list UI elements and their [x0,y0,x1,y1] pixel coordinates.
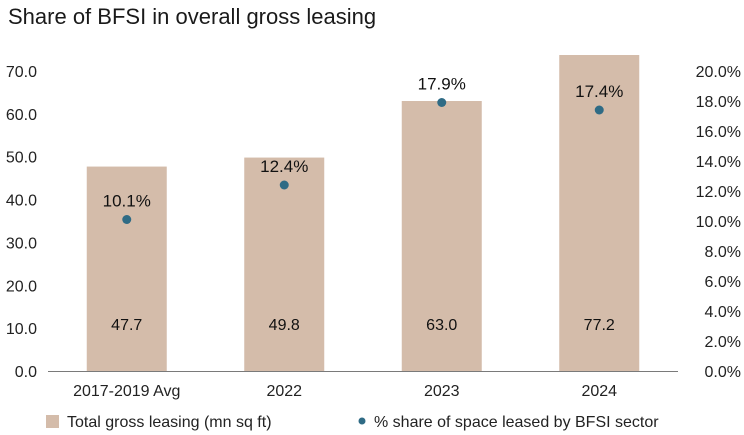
legend-marker-points [358,417,366,425]
y-right-tick-label: 20.0% [696,64,741,81]
legend-swatch-bars [46,415,59,428]
y-right-tick-label: 8.0% [705,244,741,261]
x-category-label: 2023 [424,383,460,400]
share-value-label: 17.9% [418,75,466,94]
bar-value-label: 63.0 [426,317,457,334]
share-value-label: 10.1% [103,192,151,211]
y-left-tick-label: 60.0 [6,107,37,124]
y-right-tick-label: 6.0% [705,274,741,291]
y-right-tick-label: 0.0% [705,364,741,381]
x-category-label: 2022 [266,383,302,400]
x-category-label: 2017-2019 Avg [73,383,180,400]
bar-value-label: 49.8 [269,317,300,334]
y-left-tick-label: 50.0 [6,150,37,167]
share-point-2 [279,180,289,190]
bar-value-label: 77.2 [584,317,615,334]
labels-layer: 47.7 49.8 63.0 77.2 10.1% 12.4% 17.9% 17.4% [103,75,624,335]
y-right-tick-label: 4.0% [705,304,741,321]
share-point-4 [594,105,604,115]
y-left-tick-label: 0.0 [15,364,37,381]
y-right-tick-label: 16.0% [696,124,741,141]
y-right-tick-label: 14.0% [696,154,741,171]
share-value-label: 12.4% [260,157,308,176]
y-left-tick-label: 30.0 [6,235,37,252]
y-right-tick-label: 12.0% [696,184,741,201]
legend-layer: Total gross leasing (mn sq ft) % share of… [46,414,659,431]
points-layer [122,98,604,224]
share-point-1 [122,215,132,224]
axes-layer: 0.0 10.0 20.0 30.0 40.0 50.0 60.0 70.0 0.0% 2.0% 4… [6,64,741,400]
bar-1 [86,166,167,371]
share-value-label: 17.4% [575,82,623,101]
legend-label-points: % share of space leased by BFSI sector [374,414,659,431]
bar-value-label: 47.7 [111,317,142,334]
y-left-tick-label: 10.0 [6,321,37,338]
bar-2 [244,157,325,371]
bars-layer [86,55,640,371]
bar-3 [401,101,482,371]
y-right-tick-label: 10.0% [696,214,741,231]
share-point-3 [437,98,447,107]
x-category-label: 2024 [581,383,617,400]
y-right-tick-label: 2.0% [705,334,741,351]
legend-label-bars: Total gross leasing (mn sq ft) [67,414,272,431]
y-right-tick-label: 18.0% [696,94,741,111]
y-left-tick-label: 20.0 [6,278,37,295]
chart-title: Share of BFSI in overall gross leasing [8,4,377,29]
y-left-tick-label: 40.0 [6,193,37,210]
y-left-tick-label: 70.0 [6,64,37,81]
